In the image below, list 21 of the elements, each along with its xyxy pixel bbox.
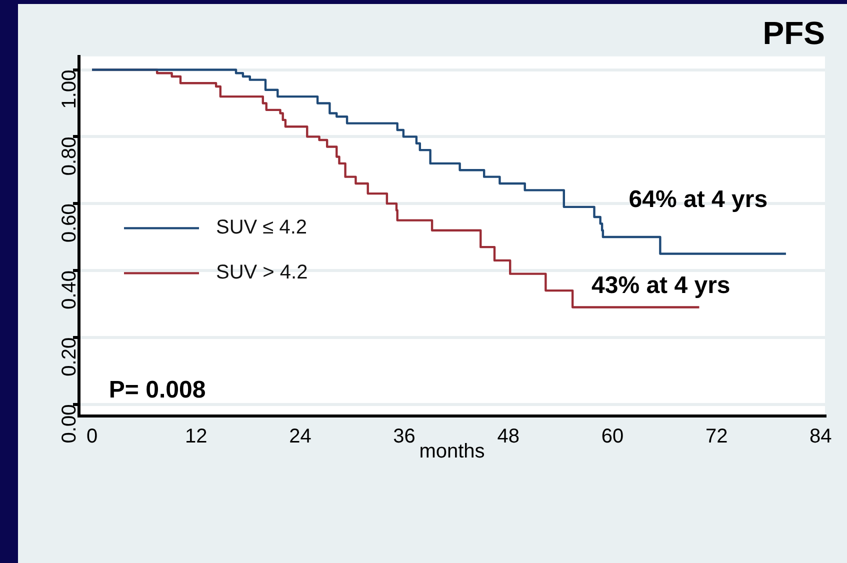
y-tick-label: 1.00	[58, 70, 81, 109]
annotation: 64% at 4 yrs	[628, 186, 768, 213]
annotation: P= 0.008	[108, 376, 206, 404]
legend-label: SUV ≤ 4.2	[216, 216, 308, 239]
x-axis-title: months	[419, 440, 485, 463]
x-tick-label: 84	[810, 426, 832, 448]
x-tick-label: 72	[705, 426, 728, 448]
x-tick-label: 12	[184, 426, 208, 448]
x-tick-label: 48	[497, 426, 520, 448]
y-tick-label: 0.60	[58, 204, 81, 243]
y-tick-label: 0.00	[58, 404, 81, 444]
legend-label: SUV > 4.2	[216, 262, 308, 284]
y-tick-label: 0.80	[58, 136, 81, 176]
x-tick-label: 0	[86, 426, 98, 448]
y-tick-label: 0.40	[58, 270, 81, 310]
x-tick-label: 36	[393, 426, 416, 448]
chart-title: PFS	[762, 15, 825, 52]
x-tick-label: 60	[601, 426, 624, 448]
x-tick-label: 24	[289, 426, 312, 448]
annotation: 43% at 4 yrs	[591, 272, 730, 300]
y-tick-label: 0.20	[58, 337, 81, 376]
